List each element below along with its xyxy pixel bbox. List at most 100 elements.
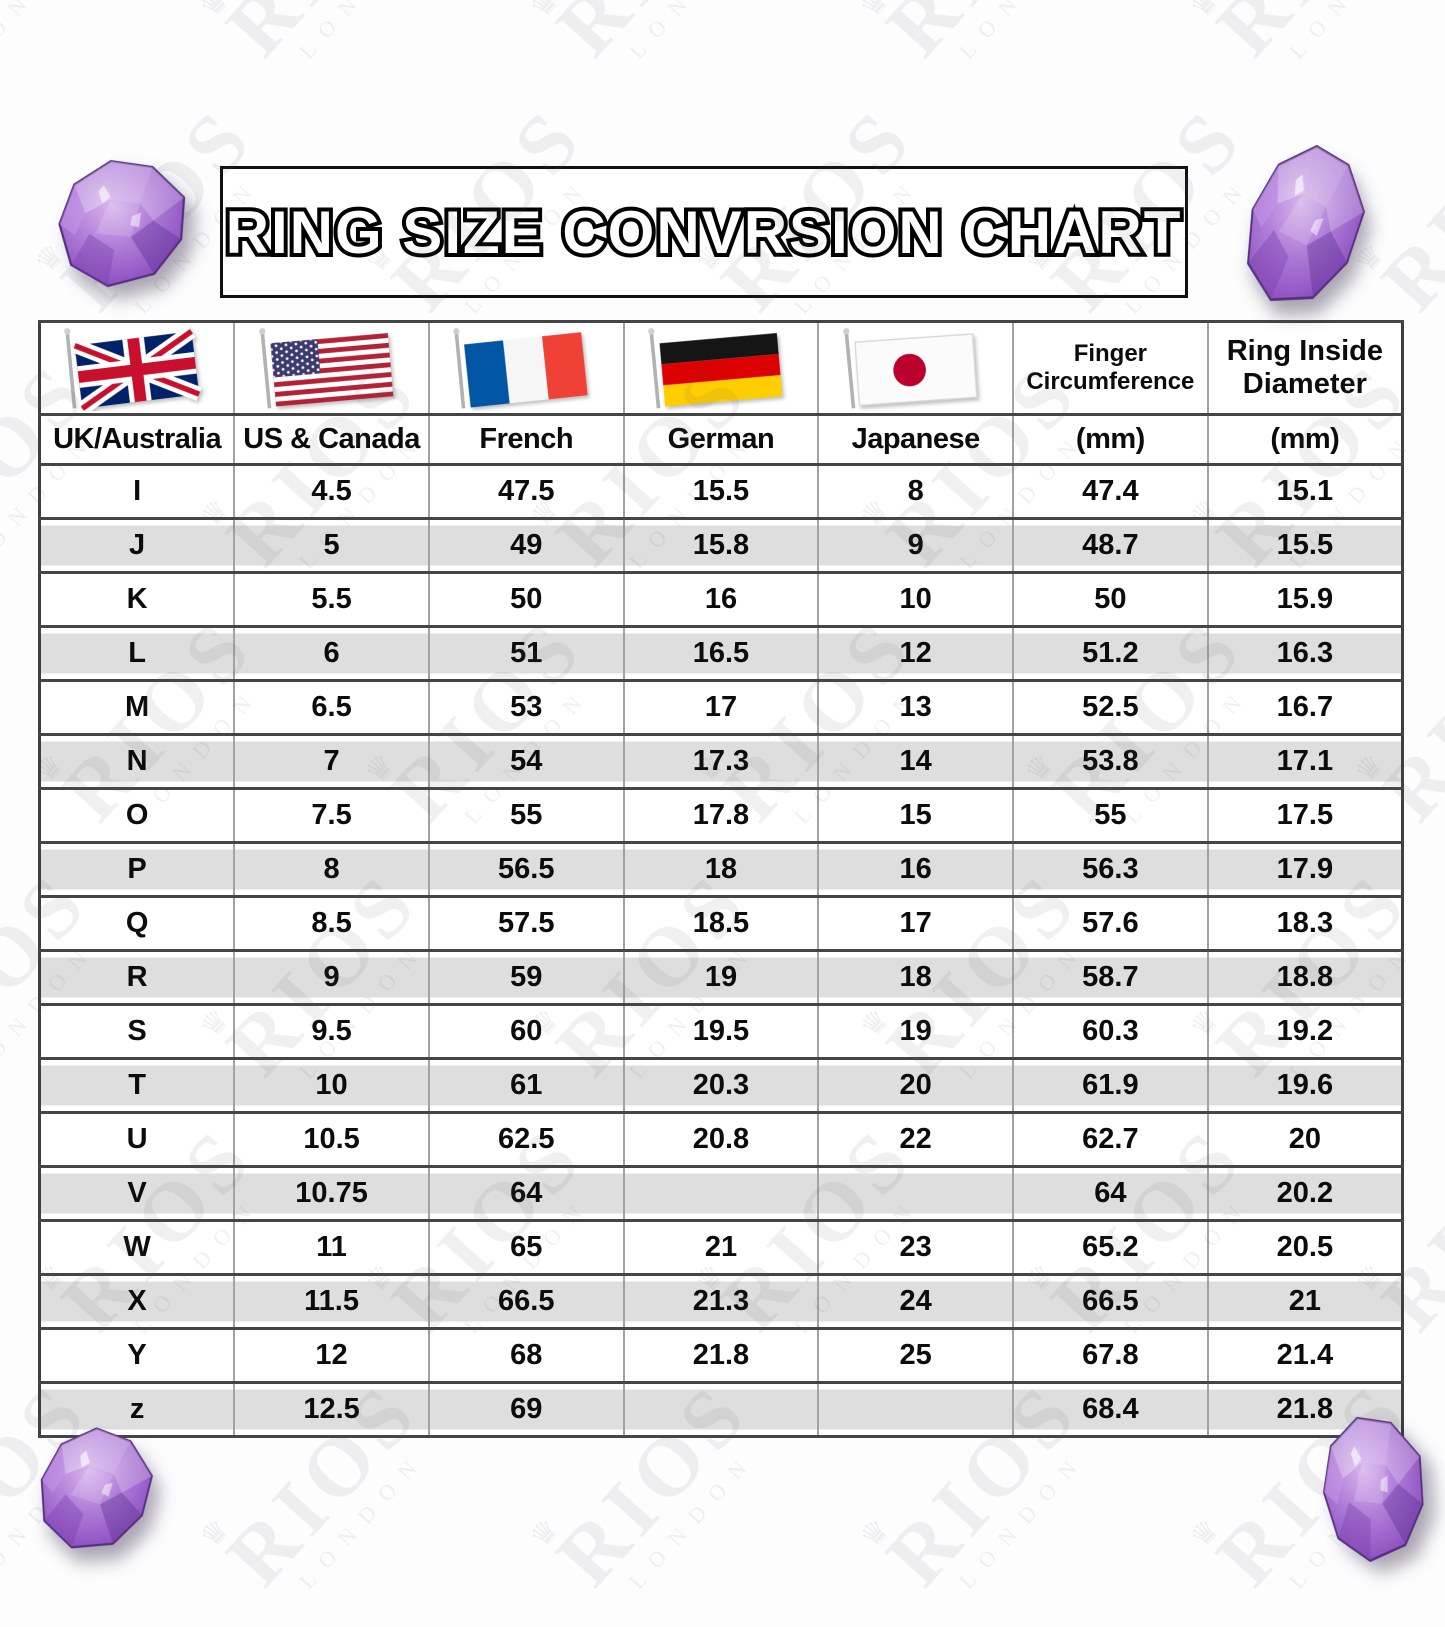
table-cell: 20 (1206, 1111, 1404, 1168)
table-cell: 17.5 (1206, 787, 1404, 844)
japan-flag-icon (842, 328, 978, 409)
table-row-P: P 8 56.5 18 16 56.3 17.9 (38, 841, 1404, 898)
watermark-city: LONDON (1284, 0, 1422, 64)
table-cell: 12 (233, 1327, 430, 1384)
table-cell: 20.2 (1206, 1165, 1404, 1222)
crown-icon: ♛ (523, 1512, 567, 1555)
table-cell: 51.2 (1012, 625, 1209, 682)
watermark-brand: RIOS (209, 0, 437, 73)
table-row-I: I 4.5 47.5 15.5 8 47.4 15.1 (38, 463, 1404, 520)
row-size-letter: Y (38, 1327, 236, 1384)
column-label-circumference-mm: (mm) (1012, 413, 1209, 466)
row-size-letter: S (38, 1003, 236, 1060)
table-cell: 57.5 (427, 895, 625, 952)
row-size-letter: M (38, 679, 236, 736)
table-cell: 19 (817, 1003, 1015, 1060)
table-cell: 17.9 (1206, 841, 1404, 898)
table-cell: 15.1 (1206, 463, 1404, 520)
row-size-letter: Q (38, 895, 236, 952)
watermark-brand: RIOS (0, 0, 107, 73)
table-cell: 9.5 (233, 1003, 430, 1060)
ring-size-table: Finger Circumference Ring Inside Diamete… (38, 320, 1404, 1438)
table-cell: 16.3 (1206, 625, 1404, 682)
row-size-letter: z (38, 1381, 236, 1438)
table-cell: 50 (1012, 571, 1209, 628)
row-size-letter: J (38, 517, 236, 574)
table-cell: 64 (427, 1165, 625, 1222)
table-cell: 5.5 (233, 571, 430, 628)
table-cell: 18 (817, 949, 1015, 1006)
row-size-letter: I (38, 463, 236, 520)
table-cell: 9 (817, 517, 1015, 574)
row-size-letter: W (38, 1219, 236, 1276)
france-flag-cell (427, 320, 625, 416)
table-cell: 20.5 (1206, 1219, 1404, 1276)
table-row-J: J 5 49 15.8 9 48.7 15.5 (38, 517, 1404, 574)
table-cell: 15.5 (622, 463, 820, 520)
table-cell: 15.8 (622, 517, 820, 574)
germany-flag-icon (648, 328, 783, 409)
ring-inside-diameter-header: Ring Inside Diameter (1206, 320, 1404, 416)
table-cell: 19 (622, 949, 820, 1006)
us-flag-cell (233, 320, 430, 416)
crown-icon: ♛ (1183, 1512, 1227, 1555)
table-cell: 16.5 (622, 625, 820, 682)
watermark-city: LONDON (624, 0, 762, 64)
watermark-city: LONDON (954, 1445, 1091, 1594)
table-cell: 23 (817, 1219, 1015, 1276)
row-size-letter: V (38, 1165, 236, 1222)
watermark-brand: RIOS (869, 0, 1097, 73)
table-cell (622, 1381, 820, 1438)
column-label-diameter-mm: (mm) (1206, 413, 1404, 466)
column-label-japanese: Japanese (817, 413, 1015, 466)
table-cell: 69 (427, 1381, 625, 1438)
table-cell: 62.5 (427, 1111, 625, 1168)
table-cell: 65.2 (1012, 1219, 1209, 1276)
table-cell: 19.6 (1206, 1057, 1404, 1114)
watermark-brand: RIOS (1199, 0, 1427, 73)
row-size-letter: N (38, 733, 236, 790)
flag-header-row: Finger Circumference Ring Inside Diamete… (38, 320, 1404, 416)
table-cell: 10.75 (233, 1165, 430, 1222)
table-cell: 18 (622, 841, 820, 898)
ring-inside-diameter-label: Ring Inside Diameter (1226, 334, 1383, 400)
table-cell: 61 (427, 1057, 625, 1114)
crown-icon: ♛ (523, 0, 567, 25)
table-cell: 14 (817, 733, 1015, 790)
table-row-S: S 9.5 60 19.5 19 60.3 19.2 (38, 1003, 1404, 1060)
table-cell: 19.2 (1206, 1003, 1404, 1060)
title-box: RING SIZE CONVRSION CHART (220, 166, 1188, 298)
table-cell: 57.6 (1012, 895, 1209, 952)
table-cell: 17.1 (1206, 733, 1404, 790)
row-size-letter: U (38, 1111, 236, 1168)
table-cell: 5 (233, 517, 430, 574)
table-cell (622, 1165, 820, 1222)
table-cell: 20 (817, 1057, 1015, 1114)
table-cell: 24 (817, 1273, 1015, 1330)
row-size-letter: X (38, 1273, 236, 1330)
table-cell: 6.5 (233, 679, 430, 736)
table-row-O: O 7.5 55 17.8 15 55 17.5 (38, 787, 1404, 844)
table-cell: 11 (233, 1219, 430, 1276)
table-row-X: X 11.5 66.5 21.3 24 66.5 21 (38, 1273, 1404, 1330)
row-size-letter: L (38, 625, 236, 682)
table-cell: 10.5 (233, 1111, 430, 1168)
table-cell: 50 (427, 571, 625, 628)
table-row-R: R 9 59 19 18 58.7 18.8 (38, 949, 1404, 1006)
table-cell: 54 (427, 733, 625, 790)
us-flag-icon (258, 328, 393, 409)
table-row-M: M 6.5 53 17 13 52.5 16.7 (38, 679, 1404, 736)
table-cell: 20.3 (622, 1057, 820, 1114)
table-cell: 12.5 (233, 1381, 430, 1438)
table-row-U: U 10.5 62.5 20.8 22 62.7 20 (38, 1111, 1404, 1168)
table-cell: 21.4 (1206, 1327, 1404, 1384)
table-cell: 48.7 (1012, 517, 1209, 574)
table-cell: 17.3 (622, 733, 820, 790)
size-table-body: I 4.5 47.5 15.5 8 47.4 15.1 J 5 49 15.8 9 48.7 15.5 K 5… (38, 463, 1404, 1438)
table-cell: 17.8 (622, 787, 820, 844)
watermark-city: LONDON (0, 0, 102, 64)
table-cell: 21.3 (622, 1273, 820, 1330)
